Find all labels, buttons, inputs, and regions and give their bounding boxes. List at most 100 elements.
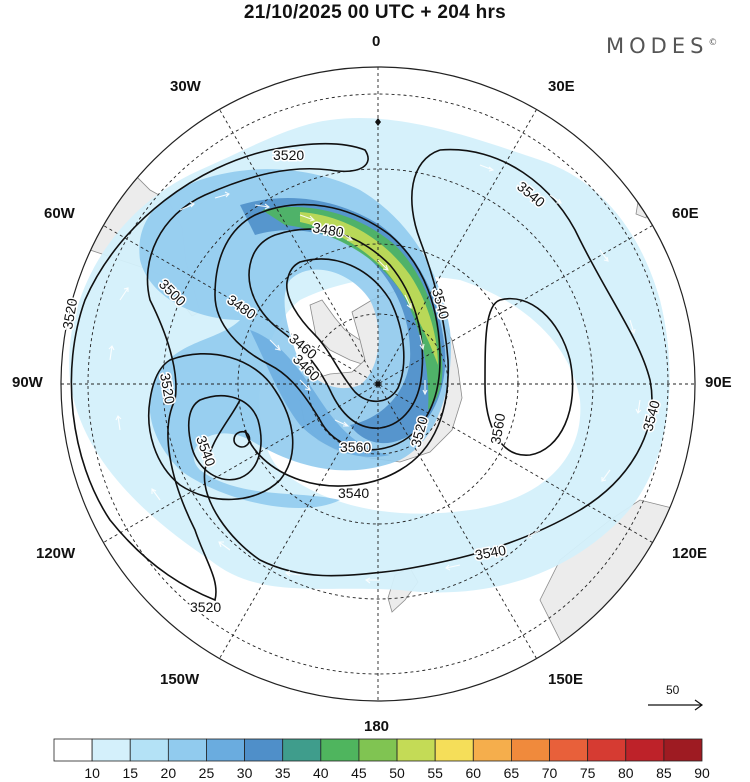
wind-arrow [299, 379, 311, 391]
colorbar-swatch [244, 738, 284, 762]
contour-3560-loop [484, 297, 574, 456]
wind-arrow [629, 319, 636, 335]
colorbar-swatch [663, 738, 703, 762]
colorbar-tick-label: 80 [617, 765, 634, 781]
contour-label: 3520 [273, 147, 304, 163]
wind-arrow [299, 214, 316, 222]
colorbar-tick-label: 40 [313, 765, 329, 781]
map-disc [61, 67, 695, 701]
colorbar-tick-label: 50 [389, 765, 405, 781]
lon-label-0: 0 [372, 33, 381, 50]
reference-vector-label: 50 [666, 683, 680, 697]
colorbar-swatch [549, 738, 589, 762]
wind-arrow [339, 231, 354, 241]
shade-jet-max-yellow [300, 212, 438, 365]
colorbar-swatch [167, 738, 207, 762]
shade-jet-max-green [262, 206, 443, 410]
lon-label-120w: 120W [36, 545, 76, 562]
contour-label: 3560 [340, 439, 371, 455]
pole-marker [375, 381, 381, 387]
wind-arrow [404, 294, 412, 310]
wind-arrow [218, 541, 231, 551]
colorbar-swatch [53, 738, 93, 762]
wind-arrow [284, 570, 301, 577]
lon-label-30e: 30E [548, 78, 575, 95]
brand-logo: MODES© [606, 34, 718, 58]
colorbar-tick-label: 30 [236, 765, 253, 781]
wind-arrow [108, 345, 115, 361]
colorbar-swatch [282, 738, 322, 762]
contour-label: 3520 [190, 599, 221, 615]
contour-3540-west [148, 353, 294, 501]
contour-3460 [286, 258, 405, 403]
pole-top-marker [375, 118, 381, 126]
wind-arrow [509, 439, 521, 449]
contour-3500 [214, 203, 441, 451]
wind-arrow [601, 469, 611, 482]
meridian-60 [103, 225, 653, 543]
map-title: 21/10/2025 00 UTC + 204 hrs [243, 2, 507, 23]
colorbar-swatch [472, 738, 512, 762]
wind-arrow [549, 194, 562, 204]
contour-label: 3520 [157, 372, 178, 406]
colorbar-swatch [511, 738, 550, 762]
shade-west-jet [250, 330, 390, 457]
wind-arrow [377, 259, 389, 271]
contour-label: 3540 [338, 485, 369, 501]
lon-label-150w: 150W [160, 671, 200, 688]
lon-label-90w: 90W [12, 374, 43, 391]
wind-arrow [119, 287, 129, 301]
wind-vectors [108, 164, 642, 584]
colorbar-tick-label: 75 [579, 765, 596, 781]
contour-label: 3560 [487, 412, 508, 446]
lon-label-30w: 30W [170, 78, 201, 95]
meridian-120 [103, 225, 653, 543]
colorbar-tick-label: 55 [427, 765, 443, 781]
reference-vector-arrow [648, 699, 704, 711]
colorbar [53, 738, 703, 762]
colorbar-swatch [358, 738, 398, 762]
colorbar-swatch [396, 738, 436, 762]
wind-arrow [269, 339, 281, 351]
lon-label-150e: 150E [548, 671, 584, 688]
colorbar-swatch [434, 738, 474, 762]
colorbar-swatch [129, 738, 169, 762]
graticule [61, 67, 695, 701]
wind-arrow [479, 164, 495, 172]
colorbar-tick-label: 60 [465, 765, 482, 781]
colorbar-swatch [91, 738, 131, 762]
colorbar-tick-label: 25 [198, 765, 215, 781]
contour-3520-outer [70, 142, 369, 602]
wind-arrow [422, 380, 428, 396]
colorbar-swatch [625, 738, 665, 762]
colorbar-swatch [587, 738, 627, 762]
madagascar-land [635, 189, 651, 219]
wind-arrow [419, 334, 425, 351]
wind-arrow [436, 469, 451, 476]
colorbar-tick-label: 65 [503, 765, 520, 781]
lon-label-120e: 120E [672, 545, 708, 562]
lon-label-60w: 60W [44, 205, 75, 222]
contour-cutoff-low [233, 430, 251, 448]
colorbar-tick-label: 10 [84, 765, 100, 781]
lon-label-90e: 90E [705, 374, 732, 391]
colorbar-tick-label: 15 [122, 765, 139, 781]
colorbar-tick-label: 35 [274, 765, 291, 781]
wind-arrow [334, 419, 350, 427]
meridian-150 [219, 109, 537, 659]
lat-circle-3 [162, 168, 594, 600]
colorbar-tick-label: 90 [694, 765, 710, 781]
lon-label-180: 180 [364, 718, 390, 735]
wind-arrow [599, 249, 609, 262]
wind-arrow [445, 564, 461, 571]
wind-arrow [254, 203, 271, 210]
colorbar-tick-label: 45 [351, 765, 367, 781]
contour-3480 [248, 228, 424, 429]
colorbar-tick-label: 70 [541, 765, 558, 781]
contour-3520-west [187, 395, 262, 481]
wind-arrow [364, 577, 380, 584]
wind-shading [69, 118, 670, 593]
wind-arrow [214, 191, 230, 199]
lon-label-60e: 60E [672, 205, 699, 222]
